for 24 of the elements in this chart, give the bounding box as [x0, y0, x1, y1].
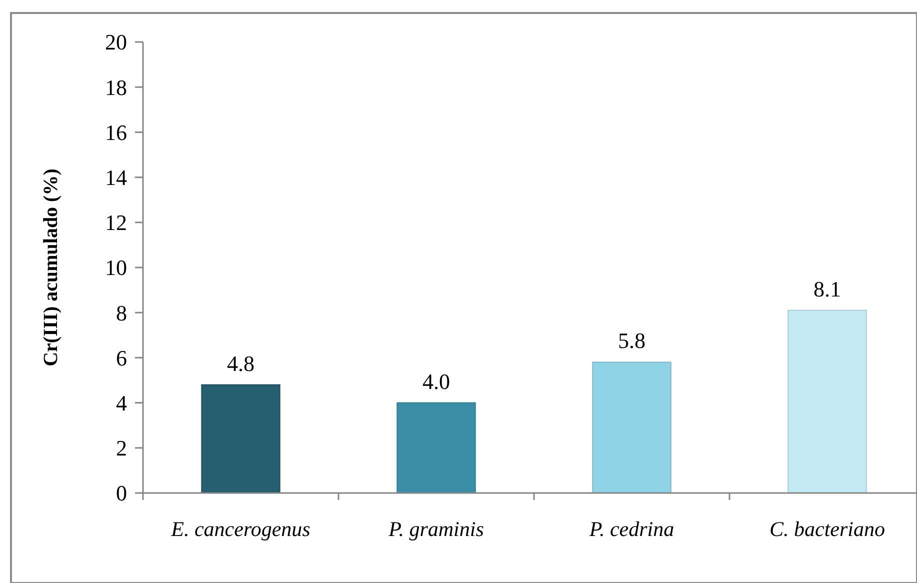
bar — [788, 310, 867, 494]
y-tick-label: 18 — [105, 74, 127, 100]
data-label: 4.0 — [422, 368, 450, 394]
bar — [201, 384, 280, 494]
y-tick-label: 4 — [116, 390, 127, 416]
bar — [592, 362, 672, 494]
x-tick-label: C. bacteriano — [770, 517, 885, 541]
data-label: 5.8 — [618, 328, 646, 354]
x-tick-label: E. cancerogenus — [170, 517, 310, 541]
y-tick-label: 8 — [116, 300, 127, 326]
y-axis-title: Cr(III) acumulado (%) — [40, 168, 62, 366]
x-tick-label: P. cedrina — [588, 517, 674, 541]
y-tick-label: 10 — [105, 255, 127, 280]
y-tick-label: 0 — [116, 480, 127, 506]
y-tick-label: 20 — [105, 30, 127, 55]
y-tick-label: 12 — [105, 210, 127, 236]
y-tick-label: 6 — [116, 345, 127, 370]
x-tick-label: P. graminis — [388, 517, 484, 541]
y-tick-label: 16 — [105, 120, 127, 145]
bar — [396, 402, 476, 494]
y-tick-label: 2 — [116, 436, 127, 461]
data-label: 4.8 — [227, 350, 254, 376]
y-tick-label: 14 — [105, 165, 127, 190]
data-label: 8.1 — [814, 276, 841, 302]
